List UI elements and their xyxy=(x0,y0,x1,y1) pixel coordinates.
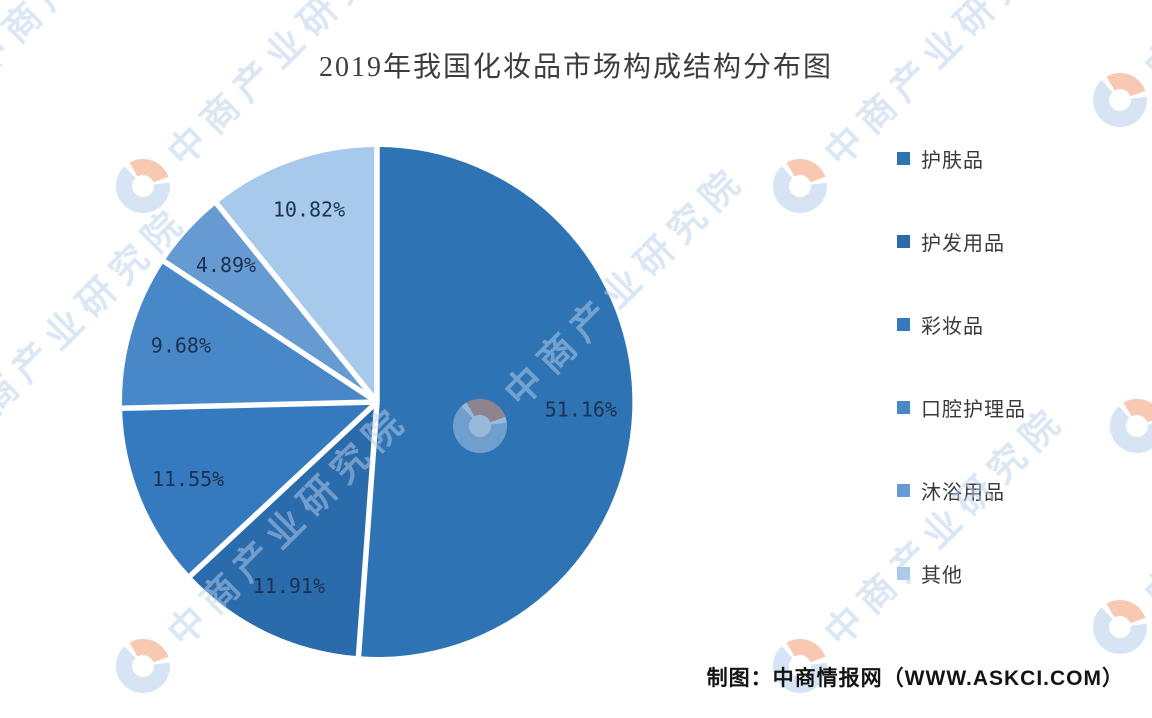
legend-item-4: 沐浴用品 xyxy=(897,470,1026,510)
pie-slice-3 xyxy=(122,261,377,409)
chart-title: 2019年我国化妆品市场构成结构分布图 xyxy=(318,51,833,83)
legend-label: 护发用品 xyxy=(921,232,1005,255)
slice-divider xyxy=(188,399,379,578)
legend-swatch-icon xyxy=(897,317,910,331)
legend-label: 口腔护理品 xyxy=(921,398,1026,421)
slice-value-label-2: 11.55% xyxy=(152,467,224,491)
legend-label: 沐浴用品 xyxy=(921,481,1005,504)
legend-swatch-icon xyxy=(897,234,910,248)
legend-label: 其他 xyxy=(921,564,963,587)
slice-value-label-0: 51.16% xyxy=(545,397,617,421)
slice-value-label-1: 11.91% xyxy=(253,574,325,598)
slice-value-label-3: 9.68% xyxy=(151,334,211,358)
legend-swatch-icon xyxy=(897,400,910,414)
pie-slice-5 xyxy=(216,147,377,402)
legend-item-1: 护发用品 xyxy=(897,221,1026,261)
legend-item-3: 口腔护理品 xyxy=(897,387,1026,427)
legend-item-2: 彩妆品 xyxy=(897,304,1026,344)
legend-swatch-icon xyxy=(897,151,910,165)
pie-slice-4 xyxy=(164,203,377,402)
slice-divider xyxy=(214,201,380,404)
slice-value-label-4: 4.89% xyxy=(196,253,256,277)
legend-label: 彩妆品 xyxy=(921,315,984,338)
legend-swatch-icon xyxy=(897,566,910,580)
legend-label: 护肤品 xyxy=(921,149,984,172)
legend: 护肤品护发用品彩妆品口腔护理品沐浴用品其他 xyxy=(897,138,1026,636)
pie-slice-1 xyxy=(190,402,377,657)
legend-item-0: 护肤品 xyxy=(897,138,1026,178)
slice-divider xyxy=(162,259,379,405)
pie-slice-2 xyxy=(122,402,377,576)
slice-value-label-5: 10.82% xyxy=(273,198,345,222)
legend-swatch-icon xyxy=(897,483,910,497)
attribution: 制图：中商情报网（WWW.ASKCI.COM） xyxy=(706,667,1124,690)
legend-item-5: 其他 xyxy=(897,553,1026,593)
slice-divider xyxy=(122,399,378,411)
slice-divider xyxy=(355,401,380,657)
